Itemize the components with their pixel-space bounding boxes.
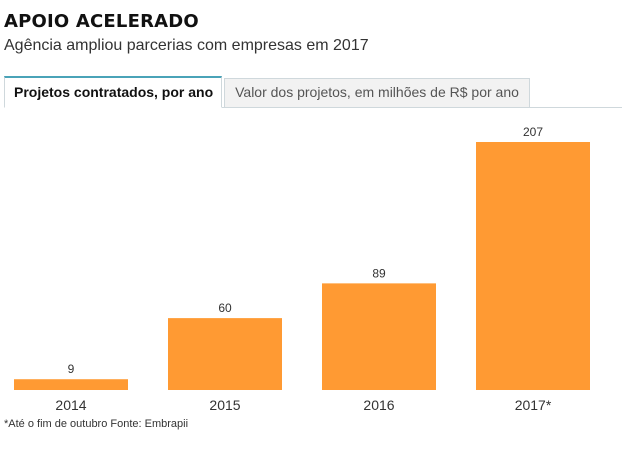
data-label-2017: 207 xyxy=(523,125,543,139)
chart-title: APOIO ACELERADO xyxy=(4,11,199,32)
data-label-2015: 60 xyxy=(218,301,232,315)
x-tick-label-2017: 2017* xyxy=(515,397,552,413)
x-tick-label-2016: 2016 xyxy=(363,397,394,413)
chart-subtitle: Agência ampliou parcerias com empresas e… xyxy=(4,37,369,54)
tab-valor-dos-projetos[interactable]: Valor dos projetos, em milhões de R$ por… xyxy=(224,78,530,107)
bar-chart: 9 2014 60 2015 89 2016 207 2017* xyxy=(14,125,590,413)
tab-projetos-contratados[interactable]: Projetos contratados, por ano xyxy=(4,76,222,108)
data-label-2016: 89 xyxy=(372,266,386,280)
bar-2016[interactable] xyxy=(322,283,436,390)
x-tick-label-2015: 2015 xyxy=(209,397,240,413)
bar-2017[interactable] xyxy=(476,142,590,390)
data-label-2014: 9 xyxy=(68,362,75,376)
bar-2014[interactable] xyxy=(14,379,128,390)
x-tick-label-2014: 2014 xyxy=(55,397,86,413)
bar-2015[interactable] xyxy=(168,318,282,390)
tab-bar: Projetos contratados, por ano Valor dos … xyxy=(4,76,622,108)
footnote: *Até o fim de outubro Fonte: Embrapii xyxy=(4,418,189,430)
